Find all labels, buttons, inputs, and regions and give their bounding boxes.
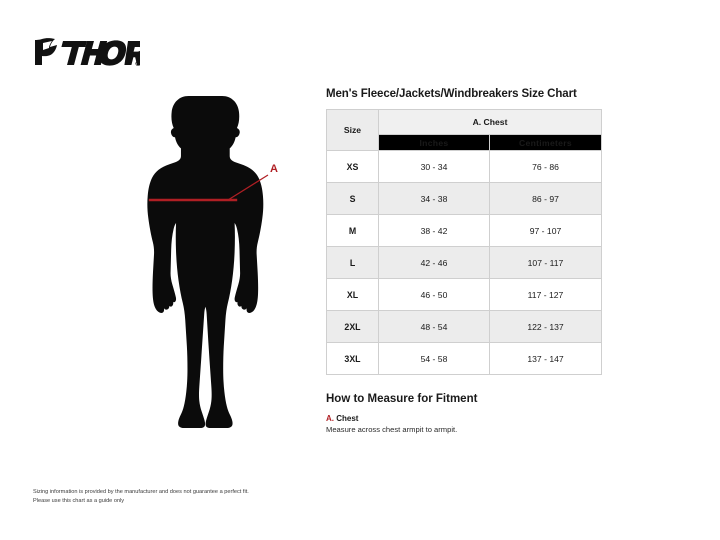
male-silhouette-icon [147, 96, 264, 428]
disclaimer-line-2: Please use this chart as a guide only [33, 498, 125, 505]
table-row: S 34 - 38 86 - 97 [326, 182, 603, 215]
body-figure: A [128, 92, 298, 437]
cell-centimeters: 86 - 97 [488, 182, 603, 215]
cell-inches: 46 - 50 [378, 278, 490, 311]
disclaimer: Sizing information is provided by the ma… [33, 488, 453, 506]
table-row: L 42 - 46 107 - 117 [326, 246, 603, 279]
table-row: 3XL 54 - 58 137 - 147 [326, 342, 603, 375]
how-to-item-heading: A. Chest [326, 414, 606, 423]
cell-centimeters: 122 - 137 [488, 310, 603, 343]
table-row: 2XL 48 - 54 122 - 137 [326, 310, 603, 343]
cell-size: M [326, 214, 379, 247]
cell-size: 2XL [326, 310, 379, 343]
cell-inches: 30 - 34 [378, 150, 490, 183]
thor-registered-mark [135, 60, 140, 67]
cell-size: 3XL [326, 342, 379, 375]
size-chart-section: Men's Fleece/Jackets/Windbreakers Size C… [326, 88, 603, 375]
cell-size: S [326, 182, 379, 215]
chest-measure-line [148, 174, 269, 202]
column-header-inches: Inches [378, 134, 490, 151]
cell-size: L [326, 246, 379, 279]
cell-centimeters: 137 - 147 [488, 342, 603, 375]
thor-helmet-icon [35, 38, 57, 65]
how-to-item-letter: A. [326, 414, 334, 423]
cell-inches: 42 - 46 [378, 246, 490, 279]
cell-inches: 48 - 54 [378, 310, 490, 343]
cell-size: XL [326, 278, 379, 311]
table-row: XS 30 - 34 76 - 86 [326, 150, 603, 183]
how-to-measure-title: How to Measure for Fitment [326, 393, 478, 405]
page-title: Men's Fleece/Jackets/Windbreakers Size C… [326, 88, 577, 100]
how-to-measure-item: A. Chest Measure across chest armpit to … [326, 414, 606, 434]
cell-inches: 34 - 38 [378, 182, 490, 215]
cell-inches: 38 - 42 [378, 214, 490, 247]
chest-callout-label: A [270, 163, 278, 175]
table-row: M 38 - 42 97 - 107 [326, 214, 603, 247]
cell-size: XS [326, 150, 379, 183]
thor-logo [30, 32, 140, 72]
disclaimer-line-1: Sizing information is provided by the ma… [33, 489, 249, 495]
cell-centimeters: 76 - 86 [488, 150, 603, 183]
how-to-item-name: Chest [336, 414, 359, 423]
table-header-row-group: Size A. Chest [326, 108, 603, 151]
cell-centimeters: 107 - 117 [488, 246, 603, 279]
how-to-item-description: Measure across chest armpit to armpit. [326, 425, 458, 434]
column-header-centimeters: Centimeters [488, 134, 603, 151]
size-chart-table: Size A. Chest Inches Centimeters XS 30 -… [326, 108, 603, 375]
how-to-measure-section: How to Measure for Fitment A. Chest Meas… [326, 393, 606, 434]
column-header-group-chest: A. Chest [377, 108, 603, 136]
column-header-size: Size [326, 109, 379, 151]
thor-wordmark [61, 40, 140, 66]
table-row: XL 46 - 50 117 - 127 [326, 278, 603, 311]
cell-centimeters: 97 - 107 [488, 214, 603, 247]
cell-centimeters: 117 - 127 [488, 278, 603, 311]
cell-inches: 54 - 58 [378, 342, 490, 375]
